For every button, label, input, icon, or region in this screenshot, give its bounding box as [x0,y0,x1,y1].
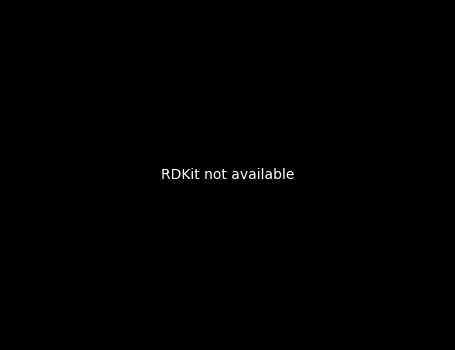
Text: RDKit not available: RDKit not available [161,168,294,182]
